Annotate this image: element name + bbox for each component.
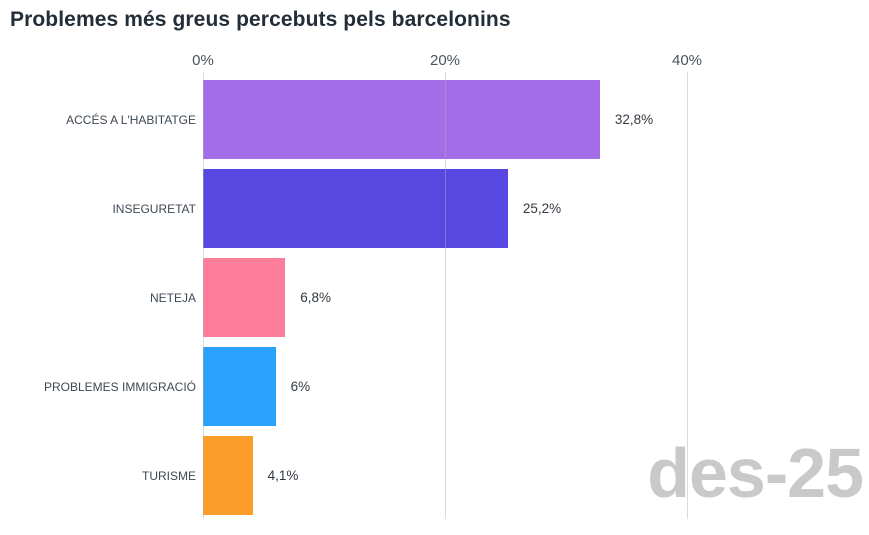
chart-title: Problemes més greus percebuts pels barce… [10, 8, 511, 31]
category-label: PROBLEMES IMMIGRACIÓ [43, 379, 196, 394]
bar [203, 169, 508, 248]
x-axis-tick-label: 20% [429, 52, 461, 69]
watermark-date-label: des-25 [647, 434, 864, 512]
gridline [203, 72, 204, 519]
category-label: ACCÉS A L'HABITATGE [66, 112, 196, 127]
bar [203, 80, 600, 159]
value-label: 4,1% [267, 468, 299, 483]
value-label: 6% [290, 379, 311, 394]
bar [203, 436, 253, 515]
category-label: INSEGURETAT [112, 201, 196, 216]
bar [203, 258, 286, 337]
category-label: TURISME [142, 468, 196, 483]
gridline [445, 72, 446, 519]
value-label: 32,8% [614, 112, 654, 127]
gridline [687, 72, 688, 519]
x-axis-tick-label: 0% [192, 52, 214, 69]
bar [203, 347, 276, 426]
value-label: 6,8% [300, 290, 332, 305]
category-label: NETEJA [149, 290, 196, 305]
value-label: 25,2% [522, 201, 562, 216]
x-axis-tick-label: 40% [671, 52, 703, 69]
